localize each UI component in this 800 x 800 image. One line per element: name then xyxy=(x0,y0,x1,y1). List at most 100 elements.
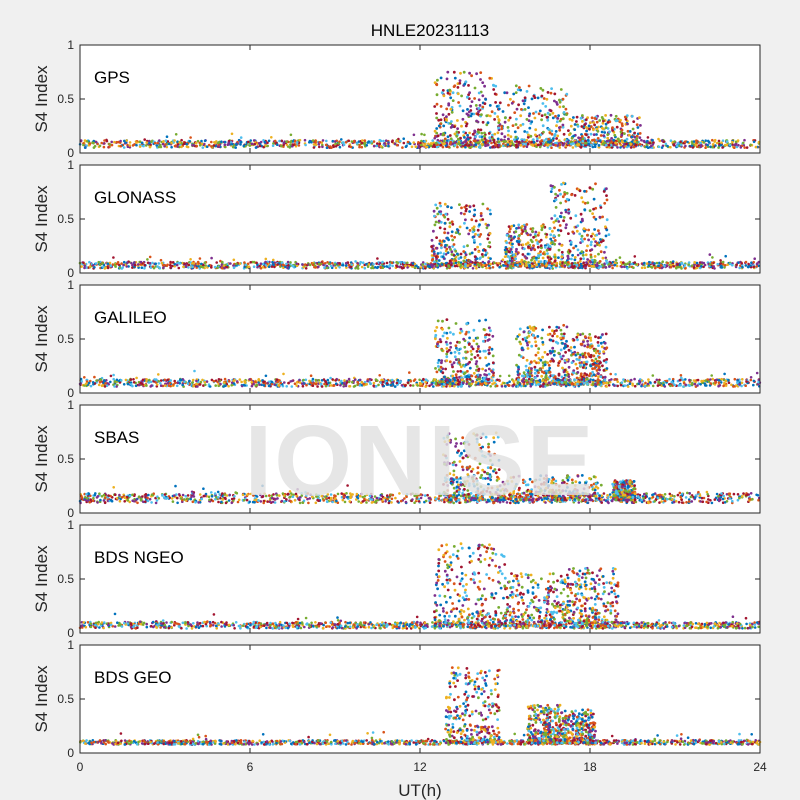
data-point xyxy=(439,118,443,122)
data-point xyxy=(450,120,453,123)
data-point xyxy=(83,376,86,379)
data-point xyxy=(572,116,575,119)
data-point xyxy=(460,206,463,210)
data-point xyxy=(508,116,512,120)
data-point xyxy=(482,264,485,267)
data-point xyxy=(548,227,552,230)
data-point xyxy=(381,383,384,386)
data-point xyxy=(217,145,220,148)
data-point xyxy=(159,379,163,382)
data-point xyxy=(376,142,379,145)
data-point xyxy=(752,265,756,269)
data-point xyxy=(454,141,457,144)
data-point xyxy=(170,141,173,145)
data-point xyxy=(344,264,348,267)
data-point xyxy=(446,70,450,74)
data-point xyxy=(466,95,469,99)
data-point xyxy=(499,138,503,142)
data-point xyxy=(273,383,276,386)
data-point xyxy=(295,141,299,144)
data-point xyxy=(699,145,703,148)
data-point xyxy=(651,143,655,146)
data-point xyxy=(556,134,560,138)
data-point xyxy=(591,187,595,191)
data-point xyxy=(453,264,457,268)
data-point xyxy=(358,384,362,387)
data-point xyxy=(743,138,746,142)
data-point xyxy=(665,264,669,267)
data-point xyxy=(511,384,515,388)
data-point xyxy=(264,257,268,261)
data-point xyxy=(366,379,369,383)
data-point xyxy=(534,256,538,260)
data-point xyxy=(275,378,279,381)
data-point xyxy=(570,193,573,197)
data-point xyxy=(153,141,157,145)
data-point xyxy=(445,347,449,350)
data-point xyxy=(517,140,521,144)
data-point xyxy=(474,135,477,139)
data-point xyxy=(505,91,509,95)
data-point xyxy=(491,334,495,338)
data-point xyxy=(475,360,479,363)
data-point xyxy=(470,74,473,78)
data-point xyxy=(312,382,316,385)
data-point xyxy=(442,239,446,243)
data-point xyxy=(608,130,611,134)
data-point xyxy=(540,94,544,98)
data-point xyxy=(534,238,538,242)
data-point xyxy=(571,253,574,257)
data-point xyxy=(370,140,373,143)
data-point xyxy=(381,260,384,264)
data-point xyxy=(167,142,171,146)
data-point xyxy=(360,145,364,149)
data-point xyxy=(517,243,521,246)
data-point xyxy=(540,224,544,228)
data-point xyxy=(458,81,462,85)
data-point xyxy=(477,264,481,267)
data-point xyxy=(182,265,185,269)
data-point xyxy=(314,143,318,147)
data-point xyxy=(88,260,91,264)
data-point xyxy=(264,374,268,378)
data-point xyxy=(598,260,602,263)
data-point xyxy=(623,265,626,269)
data-point xyxy=(633,384,637,388)
data-point xyxy=(446,231,450,235)
data-point xyxy=(673,383,677,387)
data-point xyxy=(576,224,580,228)
data-point xyxy=(578,259,582,263)
data-point xyxy=(223,143,227,147)
data-point xyxy=(378,374,382,377)
data-point xyxy=(591,145,595,149)
data-point xyxy=(198,143,202,147)
data-point xyxy=(215,261,218,264)
data-point xyxy=(481,218,485,221)
data-point xyxy=(551,229,554,233)
data-point xyxy=(432,385,435,388)
data-point xyxy=(451,99,455,102)
data-point xyxy=(337,142,340,145)
data-point xyxy=(461,141,465,145)
data-point xyxy=(700,265,703,268)
data-point xyxy=(460,124,463,128)
data-point xyxy=(191,262,194,265)
data-point xyxy=(288,146,292,149)
data-point xyxy=(580,237,583,241)
data-point xyxy=(470,112,474,116)
data-point xyxy=(454,249,458,253)
data-point xyxy=(450,110,454,114)
data-point xyxy=(242,144,246,148)
data-point xyxy=(365,382,369,386)
data-point xyxy=(122,260,126,264)
data-point xyxy=(97,260,100,264)
data-point xyxy=(498,101,502,105)
data-point xyxy=(500,132,504,136)
data-point xyxy=(195,382,198,386)
data-point xyxy=(587,238,590,242)
data-point xyxy=(506,143,510,147)
data-point xyxy=(232,266,236,270)
data-point xyxy=(494,101,497,104)
data-point xyxy=(515,239,519,243)
data-point xyxy=(479,128,483,132)
